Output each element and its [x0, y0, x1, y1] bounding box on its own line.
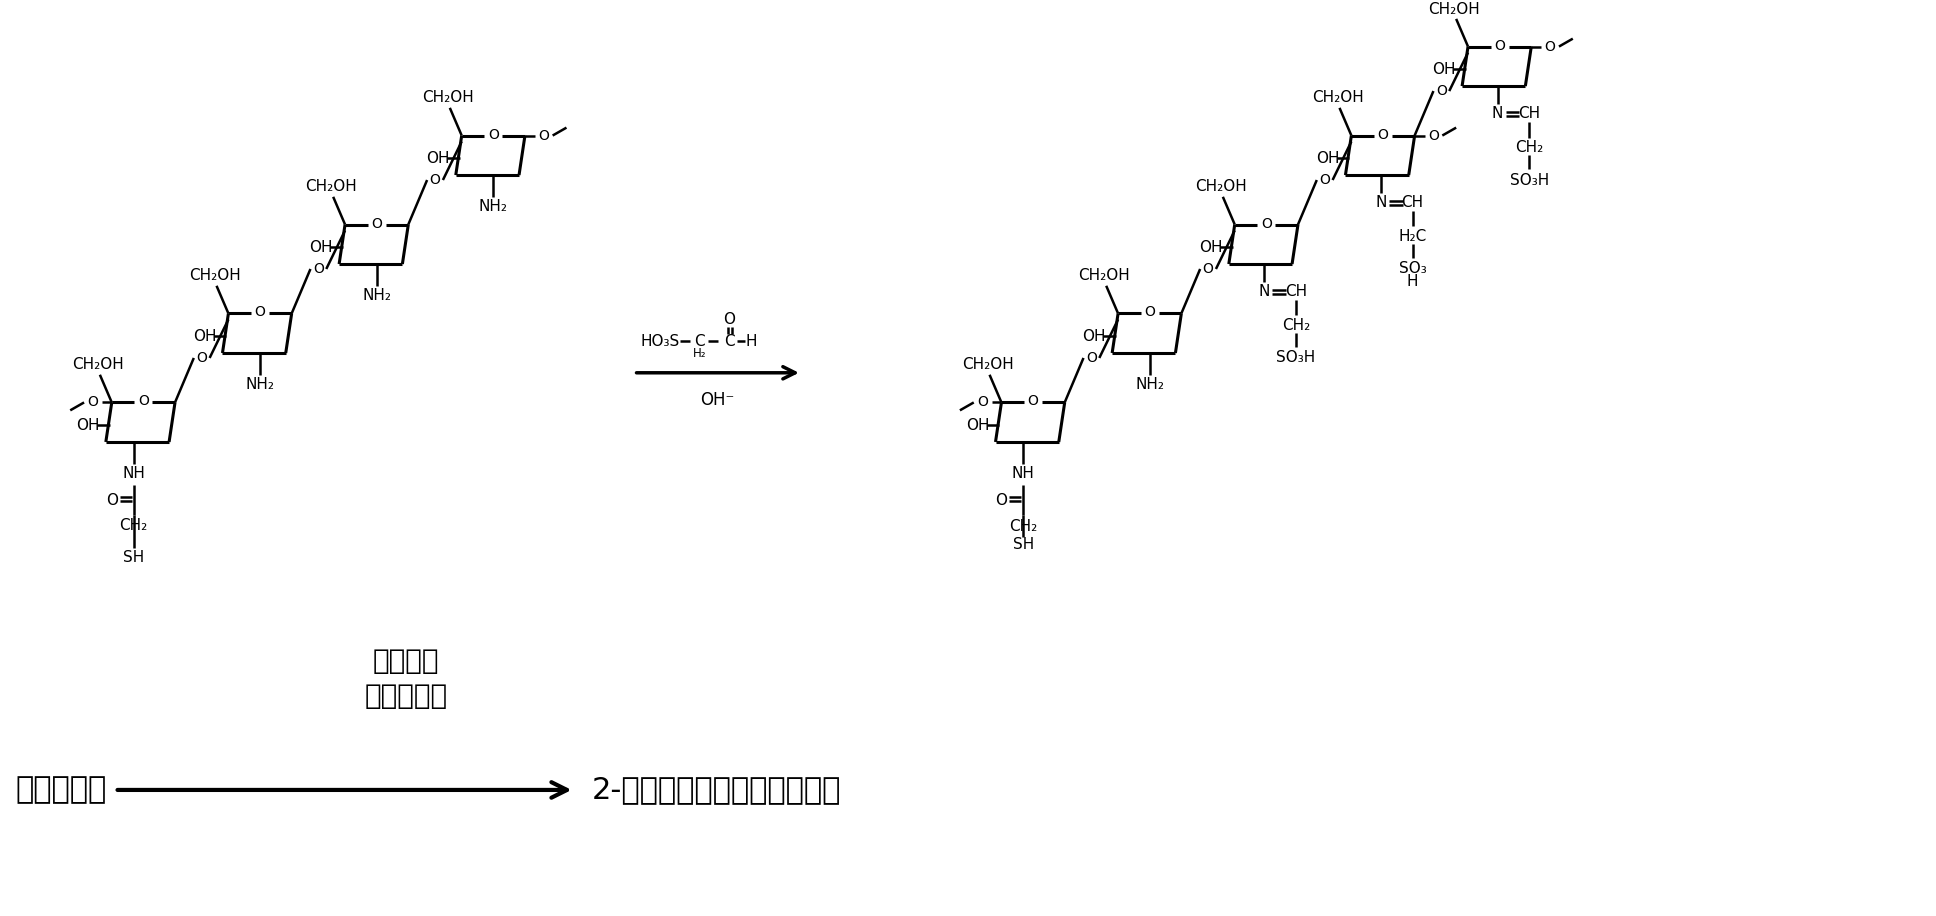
Text: O: O: [314, 262, 323, 276]
Text: SO₃H: SO₃H: [1510, 172, 1549, 188]
Text: SH: SH: [122, 551, 143, 565]
Text: OH: OH: [426, 151, 449, 166]
Text: SO₃H: SO₃H: [1276, 351, 1316, 365]
Text: CH₂OH: CH₂OH: [72, 357, 124, 373]
Text: O: O: [106, 493, 118, 507]
Text: 疋基壳聚糖: 疋基壳聚糖: [15, 776, 106, 804]
Text: O: O: [430, 173, 441, 187]
Text: SH: SH: [1013, 538, 1034, 552]
Text: O: O: [1144, 305, 1156, 320]
Text: O: O: [256, 305, 265, 320]
Text: H₂: H₂: [693, 347, 707, 361]
Text: CH₂OH: CH₂OH: [422, 91, 474, 105]
Text: NH₂: NH₂: [246, 377, 275, 392]
Text: N: N: [1375, 195, 1386, 211]
Text: OH: OH: [1316, 151, 1340, 166]
Text: CH: CH: [1286, 284, 1307, 300]
Text: N: N: [1258, 284, 1270, 300]
Text: CH: CH: [1518, 106, 1541, 121]
Text: O: O: [372, 216, 381, 231]
Text: OH: OH: [194, 329, 217, 344]
Text: OH⁻: OH⁻: [701, 391, 736, 409]
Text: NH₂: NH₂: [362, 289, 391, 303]
Text: N: N: [1493, 106, 1504, 121]
Text: O: O: [1318, 173, 1330, 187]
Text: CH₂OH: CH₂OH: [188, 268, 240, 283]
Text: C: C: [695, 333, 705, 349]
Text: O: O: [488, 127, 499, 142]
Text: OH: OH: [1198, 240, 1224, 255]
Text: O: O: [1378, 127, 1388, 142]
Text: H: H: [1407, 274, 1419, 289]
Text: O: O: [137, 395, 149, 409]
Text: OH: OH: [1433, 61, 1456, 77]
Text: OH: OH: [310, 240, 333, 255]
Text: SO₃: SO₃: [1400, 261, 1427, 277]
Text: CH₂OH: CH₂OH: [1195, 180, 1247, 194]
Text: O: O: [1086, 351, 1098, 365]
Text: O: O: [1437, 84, 1446, 98]
Text: 2-亚胺基乙醒磺酸疋基壳聚糖: 2-亚胺基乙醒磺酸疋基壳聚糖: [592, 776, 842, 804]
Text: 乙醒磺酸: 乙醒磺酸: [374, 648, 439, 675]
Text: CH₂: CH₂: [1516, 140, 1543, 155]
Text: O: O: [1260, 216, 1272, 231]
Text: CH: CH: [1402, 195, 1423, 211]
Text: O: O: [87, 396, 99, 409]
Text: H₂C: H₂C: [1398, 229, 1427, 244]
Text: OH: OH: [1082, 329, 1105, 344]
Text: O: O: [978, 396, 987, 409]
Text: NH: NH: [122, 466, 145, 481]
Text: CH₂OH: CH₂OH: [306, 180, 356, 194]
Text: CH₂: CH₂: [120, 518, 147, 532]
Text: O: O: [1429, 128, 1438, 143]
Text: H: H: [745, 333, 757, 349]
Text: NH₂: NH₂: [478, 199, 507, 214]
Text: O: O: [1545, 39, 1555, 53]
Text: O: O: [995, 493, 1007, 507]
Text: CH₂OH: CH₂OH: [1429, 2, 1479, 16]
Text: O: O: [724, 312, 736, 327]
Text: OH: OH: [76, 418, 101, 432]
Text: O: O: [538, 128, 550, 143]
Text: CH₂OH: CH₂OH: [1078, 268, 1131, 283]
Text: CH₂OH: CH₂OH: [1313, 91, 1363, 105]
Text: CH₂: CH₂: [1282, 318, 1311, 333]
Text: HO₃S: HO₃S: [641, 333, 680, 349]
Text: C: C: [724, 333, 736, 349]
Text: O: O: [1495, 38, 1504, 52]
Text: CH₂OH: CH₂OH: [962, 357, 1013, 373]
Text: CH₂: CH₂: [1009, 519, 1038, 535]
Text: O: O: [1202, 262, 1214, 276]
Text: O: O: [196, 351, 207, 365]
Text: NH₂: NH₂: [1134, 377, 1164, 392]
Text: O: O: [1028, 395, 1038, 409]
Text: NH: NH: [1013, 466, 1034, 481]
Text: OH: OH: [966, 418, 989, 432]
Text: 碱性条件下: 碱性条件下: [364, 682, 447, 710]
